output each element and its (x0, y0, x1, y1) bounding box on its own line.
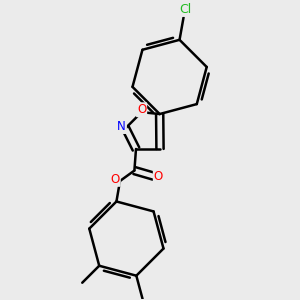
Text: O: O (111, 173, 120, 186)
Text: N: N (117, 120, 126, 133)
Text: O: O (154, 170, 163, 183)
Text: O: O (137, 103, 146, 116)
Text: Cl: Cl (179, 3, 191, 16)
